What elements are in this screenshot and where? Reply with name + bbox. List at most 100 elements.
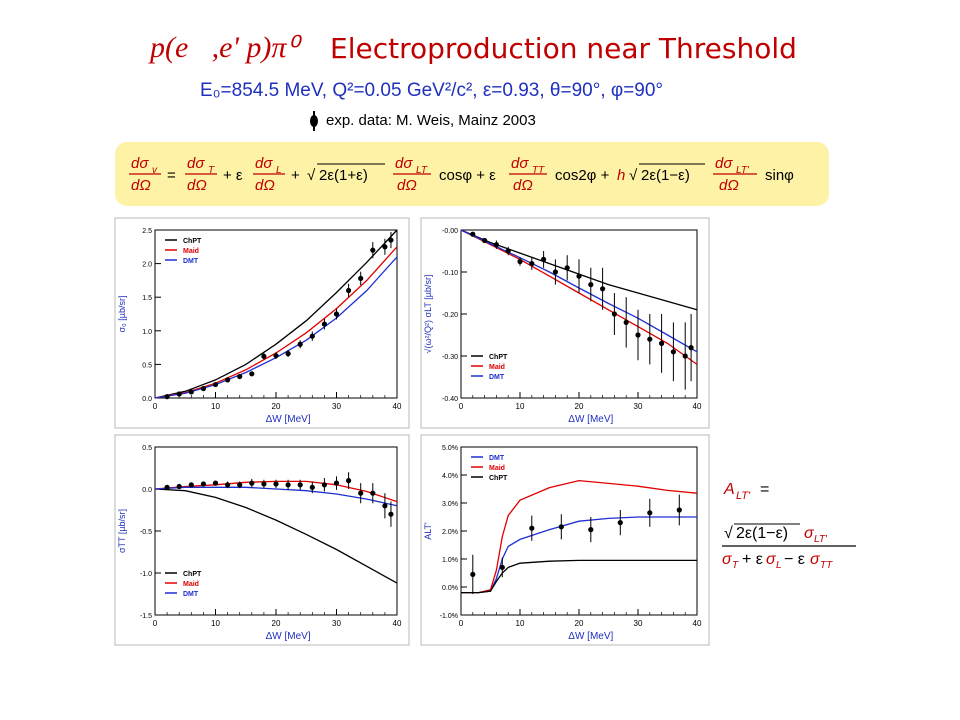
svg-text:L: L <box>276 165 282 176</box>
data-point <box>200 385 206 392</box>
series-line-chpt <box>154 229 398 399</box>
svg-text:dΩ: dΩ <box>187 177 207 194</box>
data-point <box>588 527 594 533</box>
data-point <box>670 349 677 355</box>
svg-text:+ ε: + ε <box>223 167 243 184</box>
data-point <box>225 377 231 383</box>
panel-frame <box>420 217 710 429</box>
data-point <box>346 287 352 294</box>
x-tick-label: 20 <box>575 619 584 628</box>
y-tick-label: 2.5 <box>142 228 152 235</box>
chart-panel-1: 0 10 20 30 40 0.0 0.5 1.0 1.5 2.0 2.5 ΔW [MeV] σ₀ [µ… <box>114 217 410 429</box>
svg-text:dσ: dσ <box>131 155 149 172</box>
svg-text:=: = <box>760 481 769 498</box>
legend-entry: Maid <box>183 248 199 255</box>
data-point <box>529 261 535 267</box>
y-tick-label: -1.0% <box>440 613 458 620</box>
data-point <box>382 503 388 509</box>
x-tick-label: 0 <box>459 619 464 628</box>
slide-title: p(e⃗,e' p)π⁰ Electroproduction near Thre… <box>150 28 850 70</box>
svg-text:dΩ: dΩ <box>131 177 151 194</box>
svg-text:2ε(1+ε): 2ε(1+ε) <box>319 167 368 184</box>
svg-text:dσ: dσ <box>187 155 205 172</box>
data-point <box>493 242 499 248</box>
data-point <box>370 490 376 496</box>
legend-entry: ChPT <box>489 475 508 482</box>
svg-text:dΩ: dΩ <box>397 177 417 194</box>
data-point <box>611 311 618 317</box>
data-point <box>297 341 303 347</box>
legend-entry: DMT <box>183 591 199 598</box>
data-point <box>212 381 219 388</box>
panel-frame <box>420 434 710 646</box>
legend-entry: ChPT <box>183 571 202 578</box>
svg-text:=: = <box>167 167 176 184</box>
x-tick-label: 40 <box>393 619 402 628</box>
data-point <box>285 351 291 357</box>
svg-text:TT: TT <box>820 560 833 570</box>
data-point <box>370 247 376 253</box>
y-tick-label: -0.40 <box>442 396 458 403</box>
svg-text:LT: LT <box>416 165 428 176</box>
data-point <box>249 371 255 377</box>
data-point <box>688 345 694 351</box>
y-tick-label: 1.5 <box>142 295 152 302</box>
formula-box: dσ v dΩ = dσ T dΩ + ε dσ L dΩ + √ 2ε(1+ε) d… <box>115 142 829 206</box>
data-point <box>623 319 629 325</box>
y-tick-label: 0.0% <box>442 585 458 592</box>
y-axis-label: σTT [µb/sr] <box>117 509 127 553</box>
x-axis-label: ΔW [MeV] <box>266 414 311 425</box>
panel-frame <box>114 217 410 429</box>
data-point <box>164 484 170 490</box>
data-point <box>470 571 476 578</box>
y-axis-label: σ₀ [µb/sr] <box>117 296 127 333</box>
x-tick-label: 30 <box>634 402 643 411</box>
data-point <box>333 480 340 486</box>
data-point <box>297 482 303 488</box>
data-point <box>188 482 194 488</box>
data-point <box>261 481 267 487</box>
svg-text:cos2φ +: cos2φ + <box>555 167 610 184</box>
data-point <box>676 507 682 513</box>
data-point <box>188 389 194 395</box>
y-tick-label: -0.20 <box>442 312 458 319</box>
y-tick-label: 3.0% <box>442 501 458 508</box>
cross-section-formula: dσ v dΩ = dσ T dΩ + ε dσ L dΩ + √ 2ε(1+ε) d… <box>129 155 794 194</box>
svg-text:A: A <box>723 481 735 498</box>
svg-text:dσ: dσ <box>715 155 733 172</box>
panel-frame <box>114 434 410 646</box>
y-axis-label: ALT' <box>423 522 433 540</box>
data-point-icon <box>310 111 318 132</box>
data-point <box>321 321 327 327</box>
x-tick-label: 40 <box>693 619 702 628</box>
data-point <box>482 237 488 244</box>
data-point <box>388 237 394 243</box>
legend-entry: Maid <box>489 465 505 472</box>
data-point <box>588 282 594 288</box>
chart-panel-3: 0 10 20 30 40 0.5 0.0 -0.5 -1.0 -1.5 ΔW [MeV] σTT [… <box>114 434 410 646</box>
data-point <box>200 481 206 487</box>
y-tick-label: 0.5 <box>142 362 152 369</box>
series-line-chpt <box>154 488 398 584</box>
x-tick-label: 20 <box>272 619 281 628</box>
data-point <box>358 275 364 281</box>
data-point <box>499 564 505 571</box>
svg-text:TT: TT <box>532 165 545 176</box>
chart-panel-4: 0 10 20 30 40 5.0% 4.0% 3.0% 2.0% 1.0% 0.0% -1.0% ΔW… <box>420 434 710 646</box>
svg-text:+: + <box>291 167 300 184</box>
series-line-dmt <box>154 486 398 507</box>
x-tick-label: 0 <box>459 402 464 411</box>
exp-data-label: exp. data: M. Weis, Mainz 2003 <box>326 112 536 129</box>
legend-entry: ChPT <box>489 354 508 361</box>
svg-text:dσ: dσ <box>511 155 529 172</box>
data-point <box>273 481 279 487</box>
legend-entry: DMT <box>183 258 199 265</box>
x-tick-label: 10 <box>211 402 220 411</box>
y-tick-label: -0.10 <box>442 270 458 277</box>
data-point <box>552 269 559 275</box>
x-tick-label: 20 <box>272 402 281 411</box>
svg-text:σ: σ <box>810 551 821 568</box>
data-point <box>321 482 327 488</box>
svg-text:√: √ <box>724 525 733 542</box>
